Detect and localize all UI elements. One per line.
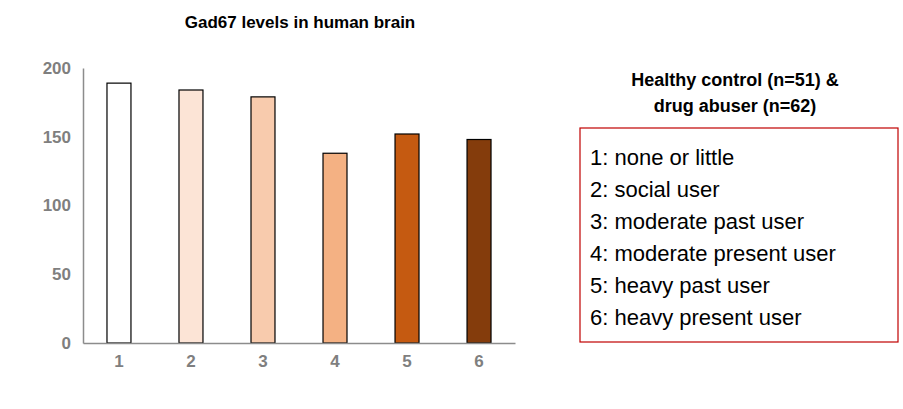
x-tick-label: 3: [258, 352, 267, 371]
legend-item: 5: heavy past user: [590, 273, 770, 298]
x-tick-label: 1: [114, 352, 123, 371]
y-tick: 50: [52, 265, 83, 284]
bar: [179, 90, 203, 343]
legend-heading: drug abuser (n=62): [654, 96, 817, 116]
legend-item: 2: social user: [590, 177, 720, 202]
x-tick-label: 2: [186, 352, 195, 371]
chart: Gad67 levels in human brain 0 50 100 150 200 1…: [0, 0, 903, 409]
x-tick-label: 6: [474, 352, 483, 371]
y-tick: 150: [43, 128, 83, 147]
y-tick: 200: [43, 59, 83, 78]
x-axis-line: [84, 343, 516, 345]
bar: [395, 134, 419, 343]
x-tick: 4: [330, 343, 340, 371]
y-tick: 0: [62, 334, 83, 353]
y-tick-label: 0: [62, 334, 71, 353]
y-tick: 100: [43, 196, 83, 215]
title: Gad67 levels in human brain: [185, 13, 416, 32]
y-tick-label: 100: [43, 196, 71, 215]
x-tick: 3: [258, 343, 267, 371]
x-tick-label: 5: [402, 352, 411, 371]
bars: [107, 83, 491, 343]
x-tick-label: 4: [330, 352, 340, 371]
bar: [323, 153, 347, 343]
y-axis: 0 50 100 150 200: [43, 59, 84, 353]
legend-item: 1: none or little: [590, 145, 734, 170]
bar: [107, 83, 131, 343]
legend-item: 3: moderate past user: [590, 209, 804, 234]
y-tick-label: 50: [52, 265, 71, 284]
bar: [467, 140, 491, 344]
legend-box: [580, 128, 898, 342]
x-tick: 2: [186, 343, 195, 371]
legend-heading: Healthy control (n=51) &: [631, 70, 839, 90]
y-tick-label: 150: [43, 128, 71, 147]
x-axis: 1 2 3 4 5 6: [84, 343, 516, 371]
x-tick: 6: [474, 343, 483, 371]
x-tick: 1: [114, 343, 123, 371]
legend-item: 4: moderate present user: [590, 241, 836, 266]
legend-item: 6: heavy present user: [590, 305, 802, 330]
bar: [251, 97, 275, 343]
y-tick-label: 200: [43, 59, 71, 78]
x-tick: 5: [402, 343, 411, 371]
y-axis-line: [83, 69, 85, 344]
